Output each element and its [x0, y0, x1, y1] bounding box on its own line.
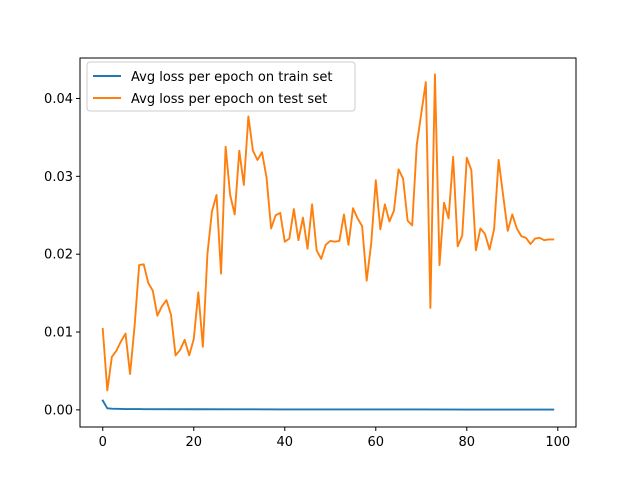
plot-frame [79, 57, 577, 428]
x-tick-label: 100 [545, 435, 570, 450]
legend-box [86, 61, 356, 112]
x-tick-label: 80 [459, 435, 476, 450]
y-tick-label: 0.00 [44, 403, 73, 418]
ticks: 0 20 40 60 80 100 0.00 0.01 0.02 0.03 0.04 [44, 92, 570, 450]
series-line-train [101, 399, 555, 411]
y-tick-label: 0.04 [44, 92, 73, 107]
y-tick-label: 0.02 [44, 248, 73, 263]
x-tick-label: 60 [368, 435, 385, 450]
legend-label: Avg loss per epoch on test set [131, 92, 327, 107]
series-line-test [101, 73, 555, 392]
legend-label: Avg loss per epoch on train set [131, 70, 333, 85]
x-tick-label: 0 [99, 435, 107, 450]
axes [79, 57, 577, 428]
plot-lines [101, 73, 555, 411]
x-tick-label: 20 [185, 435, 202, 450]
x-tick-label: 40 [276, 435, 293, 450]
y-tick-label: 0.03 [44, 170, 73, 185]
y-tick-label: 0.01 [44, 326, 73, 341]
legend: Avg loss per epoch on train set Avg loss … [86, 61, 356, 112]
